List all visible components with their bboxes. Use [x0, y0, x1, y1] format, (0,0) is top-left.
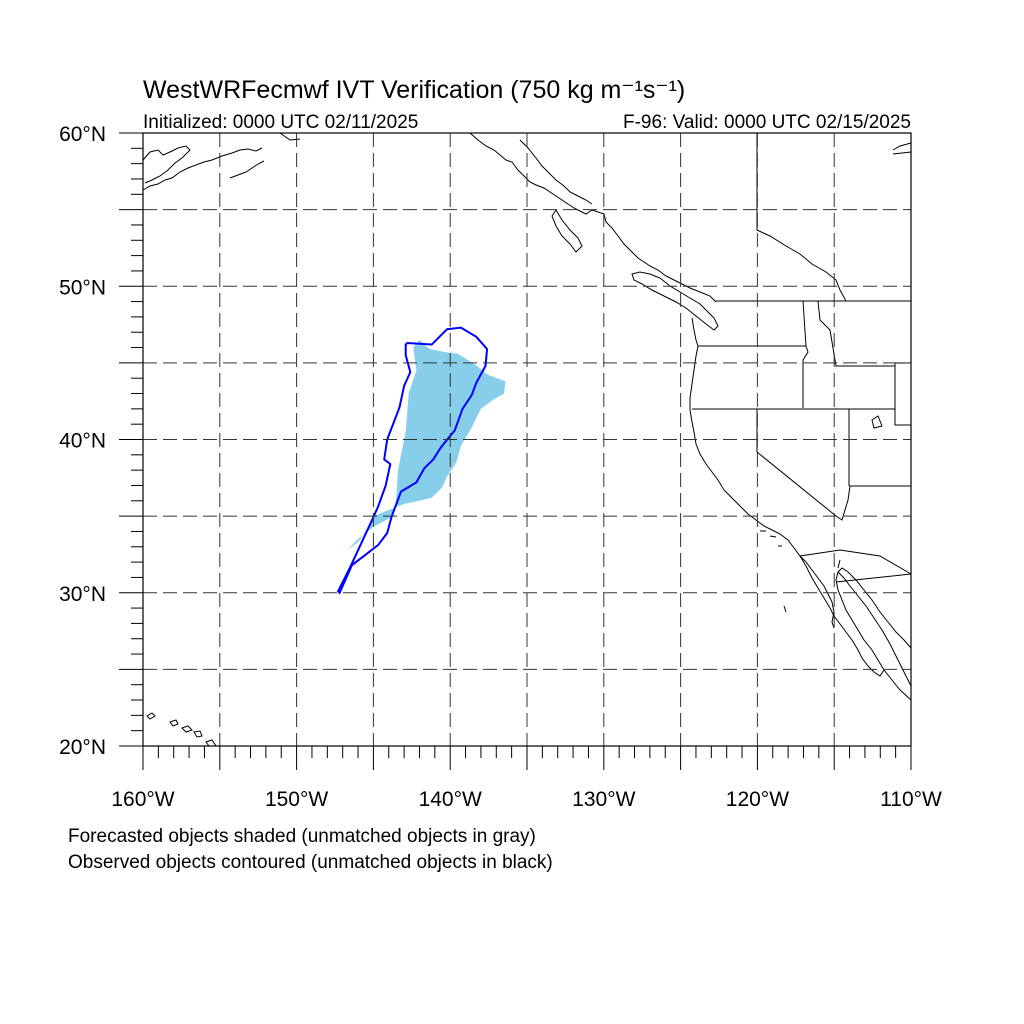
alaska-coastline: [142, 132, 301, 191]
map-plot-area: [119, 132, 912, 770]
forecast-legend-note: Forecasted objects shaded (unmatched obj…: [68, 826, 536, 847]
latitude-labels: 60°N 50°N 40°N 30°N 20°N: [59, 123, 106, 759]
longitude-label: 160°W: [111, 788, 174, 811]
initialized-label: Initialized: 0000 UTC 02/11/2025: [143, 112, 418, 133]
latitude-label: 30°N: [59, 583, 106, 606]
longitude-label: 110°W: [880, 788, 942, 811]
us-west-coastline: [689, 317, 835, 629]
channel-islands-coastline: [760, 415, 883, 613]
latitude-label: 40°N: [59, 430, 106, 453]
longitude-label: 150°W: [265, 788, 328, 811]
plot-title: WestWRFecmwf IVT Verification (750 kg m⁻…: [143, 76, 685, 104]
british-columbia-coastline: [603, 213, 719, 331]
valid-time-label: F-96: Valid: 0000 UTC 02/15/2025: [623, 112, 911, 133]
longitude-label: 140°W: [419, 788, 482, 811]
baja-coastline: [799, 555, 912, 701]
canada-east-coastline: [892, 142, 912, 155]
observed-legend-note: Observed objects contoured (unmatched ob…: [68, 852, 553, 873]
alaska-panhandle-coastline: [469, 132, 605, 253]
latitude-label: 50°N: [59, 276, 106, 299]
forecast-ivt-object: [347, 339, 506, 550]
longitude-labels: 160°W 150°W 140°W 130°W 120°W 110°W: [111, 788, 942, 811]
coastline-layer: [142, 132, 912, 747]
latitude-label: 20°N: [59, 736, 106, 759]
hawaii-coastline: [146, 712, 217, 747]
lat-lon-gridlines: [143, 133, 911, 746]
longitude-label: 130°W: [572, 788, 635, 811]
forecast-objects-layer: [347, 339, 506, 550]
longitude-label: 120°W: [726, 788, 789, 811]
latitude-label: 60°N: [59, 123, 106, 146]
axis-tick-marks: [119, 132, 912, 770]
